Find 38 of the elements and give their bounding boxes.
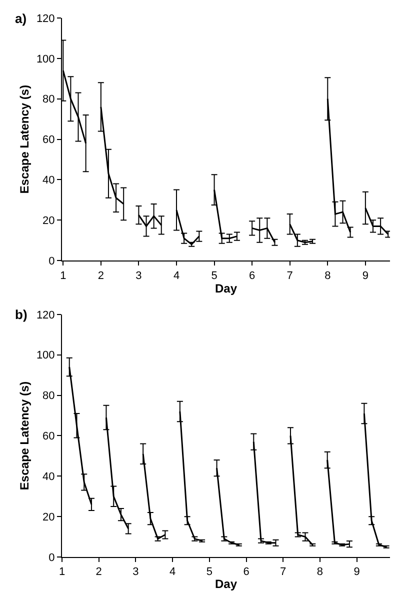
- chart-title: b): [15, 307, 28, 322]
- x-tick-label: 1: [58, 566, 66, 578]
- y-tick-label: 0: [48, 552, 55, 564]
- x-tick-label: 5: [211, 270, 218, 282]
- chart-title: a): [15, 11, 27, 26]
- y-tick-label: 20: [42, 511, 55, 524]
- y-tick-label: 100: [36, 350, 55, 362]
- x-tick-label: 6: [243, 566, 250, 578]
- x-tick-label: 8: [316, 566, 324, 578]
- y-tick-label: 120: [36, 309, 55, 322]
- x-tick-label: 2: [96, 566, 102, 578]
- y-tick-label: 60: [42, 134, 55, 146]
- x-axis-title: Day: [214, 577, 238, 592]
- y-tick-label: 80: [42, 390, 55, 402]
- x-tick-label: 3: [136, 270, 142, 282]
- y-tick-label: 80: [42, 94, 55, 106]
- x-tick-label: 2: [98, 270, 104, 282]
- x-tick-label: 3: [132, 566, 139, 578]
- x-tick-label: 9: [354, 566, 360, 578]
- x-tick-label: 9: [362, 270, 369, 282]
- y-tick-label: 100: [36, 53, 55, 66]
- y-tick-label: 120: [36, 12, 55, 25]
- x-tick-label: 7: [280, 566, 286, 578]
- y-tick-label: 0: [48, 255, 55, 268]
- y-tick-label: 40: [42, 471, 55, 483]
- y-tick-label: 20: [42, 214, 55, 227]
- x-tick-label: 6: [249, 270, 256, 282]
- x-tick-label: 4: [169, 566, 176, 578]
- y-tick-label: 60: [42, 430, 55, 443]
- x-tick-label: 5: [206, 566, 212, 578]
- x-axis-title: Day: [214, 282, 238, 296]
- y-axis-title: Escape Latency (s): [18, 84, 32, 194]
- x-tick-label: 8: [324, 270, 331, 282]
- x-tick-label: 4: [173, 270, 180, 282]
- y-tick-label: 40: [42, 174, 55, 187]
- y-axis-title: Escape Latency (s): [18, 381, 32, 490]
- x-tick-label: 1: [60, 270, 66, 282]
- x-tick-label: 7: [286, 270, 293, 282]
